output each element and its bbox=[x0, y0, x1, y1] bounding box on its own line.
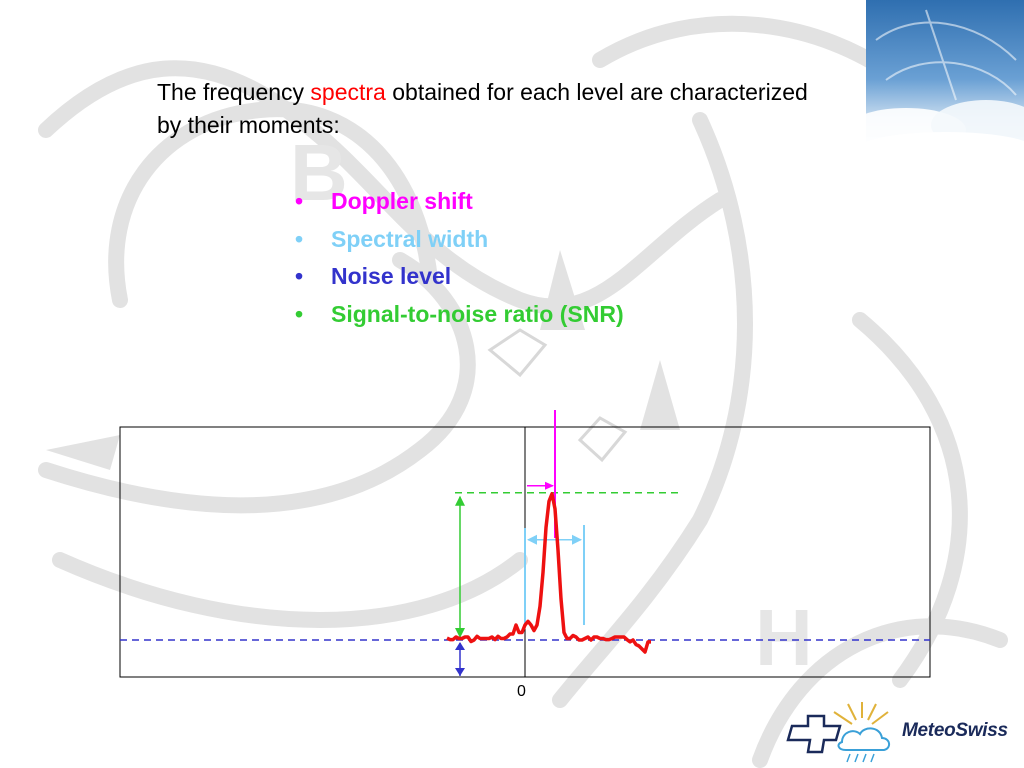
moment-snr: • Signal-to-noise ratio (SNR) bbox=[295, 296, 624, 334]
moment-doppler-shift: • Doppler shift bbox=[295, 183, 624, 221]
meteoswiss-logo bbox=[786, 702, 890, 763]
bullet-icon: • bbox=[295, 225, 304, 252]
moments-list: • Doppler shift • Spectral width • Noise… bbox=[295, 183, 624, 333]
snr-arrowhead-down bbox=[455, 628, 465, 638]
svg-text:B: B bbox=[290, 128, 348, 217]
noise-arrowhead-up bbox=[455, 642, 465, 650]
bullet-icon: • bbox=[295, 300, 304, 327]
moment-label: Noise level bbox=[331, 263, 452, 289]
moment-spectral-width: • Spectral width bbox=[295, 221, 624, 259]
intro-before: The frequency bbox=[157, 79, 311, 105]
moment-label: Doppler shift bbox=[331, 188, 473, 214]
intro-highlight: spectra bbox=[310, 79, 386, 105]
bullet-icon: • bbox=[295, 263, 304, 289]
svg-text:H: H bbox=[755, 593, 813, 682]
moment-noise-level: • Noise level bbox=[295, 258, 624, 296]
sky-photo bbox=[866, 0, 1024, 158]
bullet-icon: • bbox=[295, 188, 304, 214]
intro-paragraph: The frequency spectra obtained for each … bbox=[157, 76, 837, 142]
spectrum-series-line bbox=[446, 492, 651, 654]
moment-label: Spectral width bbox=[331, 225, 489, 252]
width-arrowhead-right bbox=[572, 534, 582, 545]
moment-label: Signal-to-noise ratio (SNR) bbox=[331, 300, 624, 327]
x-tick-label-zero: 0 bbox=[517, 683, 526, 700]
snr-arrowhead-up bbox=[455, 495, 465, 506]
width-arrowhead-left bbox=[527, 534, 537, 545]
doppler-arrowhead bbox=[545, 481, 554, 490]
logo-wordmark: MeteoSwiss bbox=[902, 720, 1008, 741]
intro-after: obtained for each level are characterize… bbox=[157, 79, 808, 138]
noise-arrowhead-down bbox=[455, 668, 465, 676]
